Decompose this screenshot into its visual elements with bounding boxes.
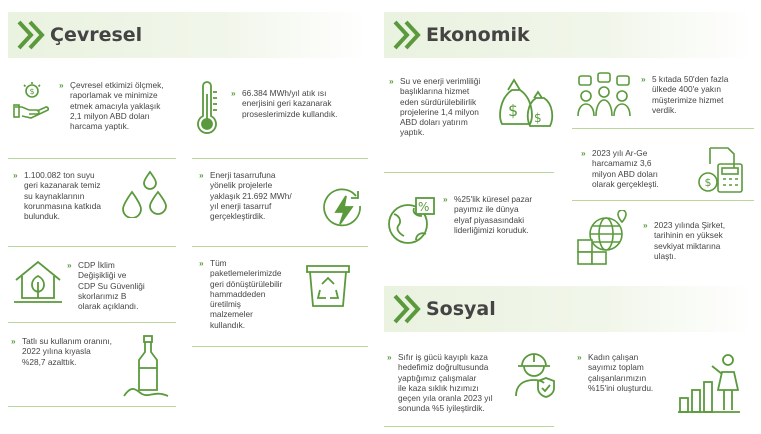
bullet-marker: » [231,88,236,98]
stat-text: Tatlı su kullanım oranını, 2022 yılına k… [11,336,112,367]
section-header-cevresel: Çevresel [8,12,368,58]
bullet-marker: » [389,76,394,86]
bullet-marker: » [59,80,64,90]
stat-text: Çevresel etkimizi ölçmek, raporlamak ve … [59,80,164,132]
eco-house-icon [12,258,64,304]
section-title: Çevresel [50,24,143,46]
double-chevron-icon [17,20,45,50]
bullet-marker: » [387,352,392,362]
divider [8,322,176,323]
stat-text: Kadın çalışan sayımız toplam çalışanları… [577,352,654,393]
section-header-ekonomik: Ekonomik [384,12,754,58]
bullet-marker: » [67,260,72,270]
bullet-marker: » [11,336,16,346]
section-header-sosyal: Sosyal [384,286,754,332]
stat-text: %25'lik küresel pazar payımız ile dünya … [443,194,533,235]
thermometer-icon [194,80,220,136]
divider [192,158,368,159]
bullet-marker: » [443,194,448,204]
stat-text: 5 kıtada 50'den fazla ülkede 400'e yakın… [641,74,729,115]
safety-worker-icon [512,348,562,398]
divider [572,128,754,129]
double-chevron-icon [393,20,421,50]
divider [384,172,554,173]
woman-growth-icon [676,352,742,414]
section-title: Ekonomik [426,24,530,46]
section-title: Sosyal [426,298,496,320]
customers-icon [576,72,632,122]
svg-text:$: $ [508,101,518,120]
svg-text:%: % [418,200,429,214]
stat-text: 2023 yılı Ar-Ge harcamamız 3,6 milyon AB… [581,148,659,189]
money-hand-icon: $ [12,80,52,120]
divider [192,346,368,347]
bullet-marker: » [577,352,582,362]
bullet-marker: » [199,170,204,180]
stat-text: 1.100.082 ton suyu geri kazanarak temiz … [13,170,102,222]
svg-text:$: $ [534,111,542,125]
divider [8,406,176,407]
divider [572,200,754,201]
stat-text: 66.384 MWh/yıl atık ısı enerjisini geri … [231,88,338,119]
water-drops-icon [120,170,170,218]
divider [8,158,176,159]
energy-bolt-icon [322,188,366,232]
money-bags-icon: $ $ [494,76,556,138]
calculator-icon: $ [696,146,746,194]
stat-text: Su ve enerji verimliliği başlıklarına hi… [389,76,481,138]
bullet-marker: » [13,170,18,180]
bullet-marker: » [641,74,646,84]
divider [384,426,554,427]
bullet-marker: » [581,148,586,158]
bottle-icon [122,334,170,402]
bullet-marker: » [643,220,648,230]
recycle-bin-icon [304,260,352,310]
stat-text: 2023 yılında Şirket, tarihinin en yüksek… [643,220,726,261]
stat-text: Sıfır iş gücü kayıplı kaza hedefimiz doğ… [387,352,493,414]
bullet-marker: » [199,258,204,268]
stat-text: CDP İklim Değişikliği ve CDP Su Güvenliğ… [67,260,145,312]
globe-percent-icon: % [386,196,436,246]
svg-text:$: $ [705,176,712,189]
divider [192,246,368,247]
stat-text: Tüm paketlemelerimizde geri dönüştürüleb… [199,258,283,330]
svg-text:$: $ [30,87,35,96]
divider [8,246,176,247]
globe-shipping-icon [576,210,632,266]
double-chevron-icon [393,294,421,324]
stat-text: Enerji tasarrufuna yönelik projelerle ya… [199,170,292,222]
